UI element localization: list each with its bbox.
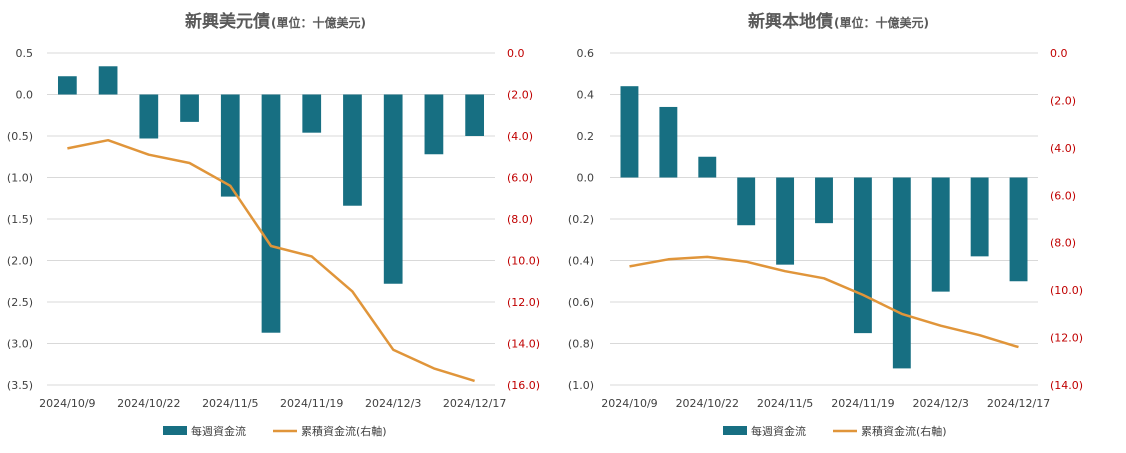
emerging-local-bond-chart-svg: 新興本地債 (單位：十億美元) 0.6 0.4 0.2 0.0 (0.2) (0.4) (0.6… (568, 11, 1083, 438)
right-axis-tick-label: (6.0) (1050, 189, 1076, 202)
left-axis-tick-label: (2.0) (7, 255, 33, 268)
left-axis-tick-label: (2.5) (7, 296, 33, 309)
right-axis-tick-label: (8.0) (1050, 237, 1076, 250)
x-axis-tick-label: 2024/11/5 (757, 397, 813, 410)
left-axis-tick-label: 0.5 (16, 47, 34, 60)
right-axis-tick-label: (10.0) (507, 255, 540, 268)
legend-line-label: 累積資金流(右軸) (301, 424, 387, 438)
left-axis-tick-label: (1.0) (7, 172, 33, 185)
chart-title: 新興美元債 (185, 11, 270, 32)
left-axis-tick-label: 0.2 (577, 130, 595, 143)
left-axis-tick-label: (0.4) (568, 255, 594, 268)
x-axis-tick-label: 2024/12/3 (365, 397, 421, 410)
weekly-flow-bar (180, 94, 199, 122)
right-axis-tick-label: (6.0) (507, 172, 533, 185)
right-axis-tick-label: (10.0) (1050, 284, 1083, 297)
x-axis-tick-label: 2024/10/22 (117, 397, 180, 410)
legend-bar-label: 每週資金流 (191, 424, 246, 438)
emerging-usd-bond-chart-svg: 新興美元債 (單位：十億美元) 0.5 0.0 (0.5) (1.0) (1.5) (2.0)… (7, 11, 540, 438)
weekly-flow-bar (659, 106, 678, 178)
right-axis-tick-label: (4.0) (507, 130, 533, 143)
right-axis-tick-label: (8.0) (507, 213, 533, 226)
right-axis-tick-label: (14.0) (1050, 379, 1083, 392)
chart-subtitle: (單位：十億美元) (834, 15, 929, 30)
weekly-flow-bar (1009, 177, 1028, 282)
weekly-flow-bar (815, 177, 833, 224)
x-axis-tick-label: 2024/12/3 (913, 397, 969, 410)
x-axis-tick-label: 2024/11/5 (202, 397, 258, 410)
weekly-flow-bar (853, 177, 872, 334)
right-axis-tick-label: (12.0) (1050, 332, 1083, 345)
right-axis-tick-label: (12.0) (507, 296, 540, 309)
weekly-flow-bar (892, 177, 911, 369)
cumulative-flow-line (629, 255, 1019, 349)
legend-line-label: 累積資金流(右軸) (861, 424, 947, 438)
left-axis-tick-label: (1.5) (7, 213, 33, 226)
weekly-flow-bar (383, 94, 403, 284)
right-axis-tick-label: (2.0) (507, 89, 533, 102)
left-axis-tick-label: (1.0) (568, 379, 594, 392)
x-axis-tick-label: 2024/10/22 (676, 397, 739, 410)
x-axis-tick-label: 2024/12/17 (443, 397, 506, 410)
legend-bar-swatch (163, 426, 187, 435)
left-axis-tick-label: 0.0 (577, 172, 595, 185)
right-axis-tick-label: (4.0) (1050, 142, 1076, 155)
weekly-flow-bar (465, 94, 485, 136)
weekly-flow-bar (302, 94, 322, 133)
weekly-flow-bar (737, 177, 756, 226)
x-axis-tick-label: 2024/11/19 (831, 397, 894, 410)
legend-bar-swatch (723, 426, 747, 435)
left-axis-tick-label: 0.0 (16, 89, 34, 102)
emerging-local-bond-chart: 新興本地債 (單位：十億美元) 0.6 0.4 0.2 0.0 (0.2) (0.4) (0.6… (563, 0, 1123, 449)
weekly-flow-bar (620, 86, 639, 178)
right-axis-tick-label: (16.0) (507, 379, 540, 392)
left-axis-tick-label: 0.4 (577, 89, 595, 102)
weekly-flow-bar (98, 66, 118, 95)
weekly-flow-bar (776, 177, 795, 265)
x-axis-tick-label: 2024/10/9 (39, 397, 95, 410)
weekly-flow-bar (343, 94, 362, 206)
weekly-flow-bar (57, 76, 77, 95)
weekly-flow-bar (220, 94, 240, 197)
legend-bar-label: 每週資金流 (751, 424, 806, 438)
left-axis-tick-label: (3.5) (7, 379, 33, 392)
left-axis-tick-label: (3.0) (7, 338, 33, 351)
x-axis-tick-label: 2024/12/17 (987, 397, 1050, 410)
right-axis-tick-label: 0.0 (1050, 47, 1068, 60)
left-axis-tick-label: (0.2) (568, 213, 594, 226)
left-axis-tick-label: (0.8) (568, 338, 594, 351)
right-axis-tick-label: (2.0) (1050, 94, 1076, 107)
cumulative-flow-line (67, 138, 475, 383)
chart-title: 新興本地債 (748, 11, 833, 32)
left-axis-tick-label: 0.6 (577, 47, 595, 60)
weekly-flow-bar (424, 94, 444, 155)
x-axis-tick-label: 2024/10/9 (601, 397, 657, 410)
left-axis-tick-label: (0.5) (7, 130, 33, 143)
weekly-flow-bar (139, 94, 159, 139)
weekly-flow-bar (261, 94, 281, 333)
right-axis-tick-label: (14.0) (507, 338, 540, 351)
weekly-flow-bar (970, 177, 989, 257)
right-axis-tick-label: 0.0 (507, 47, 525, 60)
emerging-usd-bond-chart: 新興美元債 (單位：十億美元) 0.5 0.0 (0.5) (1.0) (1.5) (2.0)… (0, 0, 560, 449)
weekly-flow-bar (931, 177, 950, 292)
left-axis-tick-label: (0.6) (568, 296, 594, 309)
x-axis-tick-label: 2024/11/19 (280, 397, 343, 410)
weekly-flow-bar (698, 156, 717, 178)
chart-subtitle: (單位：十億美元) (271, 15, 366, 30)
